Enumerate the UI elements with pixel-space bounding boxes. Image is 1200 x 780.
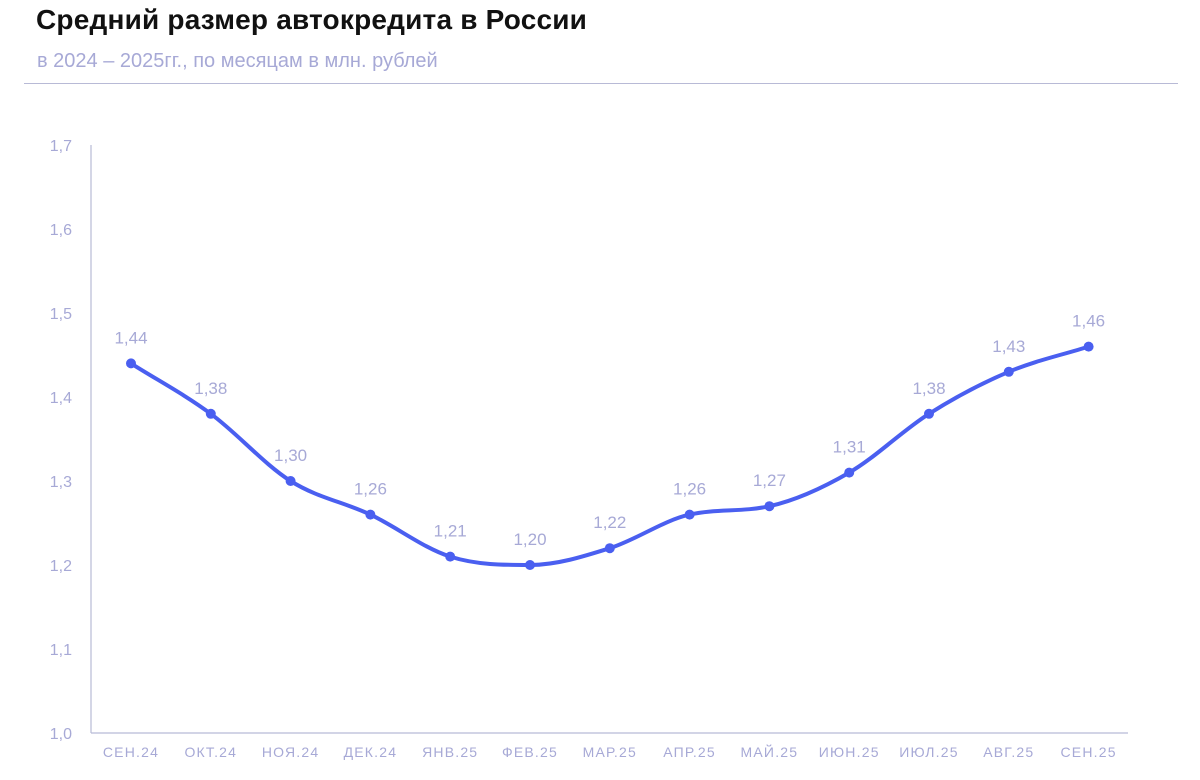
chart-title: Средний размер автокредита в России xyxy=(36,4,588,35)
x-axis-ticks: СЕН.24 ОКТ.24 НОЯ.24 ДЕК.24 ЯНВ.25 ФЕВ.25 МАР.… xyxy=(103,743,1116,760)
y-tick-label: 1,5 xyxy=(50,306,72,323)
x-tick-label: ИЮН.25 xyxy=(819,744,880,760)
data-points xyxy=(126,341,1094,570)
data-label: 1,20 xyxy=(513,530,546,549)
x-tick-label: ДЕК.24 xyxy=(344,744,398,760)
data-point xyxy=(604,543,615,554)
y-tick-label: 1,3 xyxy=(50,474,72,491)
data-label: 1,38 xyxy=(912,379,945,398)
data-point xyxy=(285,476,296,486)
x-tick-label: ЯНВ.25 xyxy=(422,744,478,760)
data-label: 1,30 xyxy=(274,446,307,465)
y-tick-label: 1,4 xyxy=(50,390,72,407)
data-label: 1,21 xyxy=(434,522,467,541)
data-point xyxy=(445,551,456,562)
y-tick-label: 1,7 xyxy=(50,138,72,155)
data-point xyxy=(764,501,775,512)
data-point xyxy=(525,560,535,570)
x-tick-label: СЕН.25 xyxy=(1060,744,1116,760)
data-point xyxy=(365,509,376,520)
y-axis-ticks: 1,0 1,1 1,2 1,3 1,4 1,5 1,6 1,7 xyxy=(50,138,72,743)
data-point xyxy=(924,408,934,419)
data-label: 1,46 xyxy=(1072,312,1105,331)
data-point xyxy=(1083,341,1094,352)
x-tick-label: АПР.25 xyxy=(663,744,716,760)
x-tick-label: НОЯ.24 xyxy=(262,744,319,760)
y-tick-label: 1,2 xyxy=(50,558,72,575)
x-tick-label: ИЮЛ.25 xyxy=(899,744,958,760)
data-label: 1,26 xyxy=(354,480,387,499)
data-point xyxy=(126,358,136,369)
y-tick-label: 1,1 xyxy=(50,642,72,659)
y-tick-label: 1,6 xyxy=(50,222,72,239)
x-tick-label: АВГ.25 xyxy=(983,744,1034,760)
data-label: 1,38 xyxy=(194,379,227,398)
data-label: 1,22 xyxy=(593,513,626,532)
x-tick-label: ФЕВ.25 xyxy=(502,744,558,760)
y-tick-label: 1,0 xyxy=(50,726,72,743)
header-divider xyxy=(24,83,1178,84)
axes xyxy=(90,145,1128,734)
data-point xyxy=(844,467,855,478)
x-tick-label: МАЙ.25 xyxy=(741,743,799,760)
x-tick-label: ОКТ.24 xyxy=(184,744,237,760)
data-label: 1,26 xyxy=(673,480,706,499)
data-label: 1,27 xyxy=(753,471,786,490)
data-point xyxy=(684,509,695,520)
data-label: 1,43 xyxy=(992,337,1025,356)
x-tick-label: СЕН.24 xyxy=(103,744,159,760)
chart-subtitle: в 2024 – 2025гг., по месяцам в млн. рубл… xyxy=(37,50,438,72)
data-label: 1,31 xyxy=(833,438,866,457)
data-label: 1,44 xyxy=(114,328,147,347)
data-labels: 1,44 1,38 1,30 1,26 1,21 1,20 1,22 1,26 1,27 1,31… xyxy=(114,312,1105,549)
x-tick-label: МАР.25 xyxy=(583,744,637,760)
data-point xyxy=(205,408,216,419)
data-point xyxy=(1003,366,1014,377)
